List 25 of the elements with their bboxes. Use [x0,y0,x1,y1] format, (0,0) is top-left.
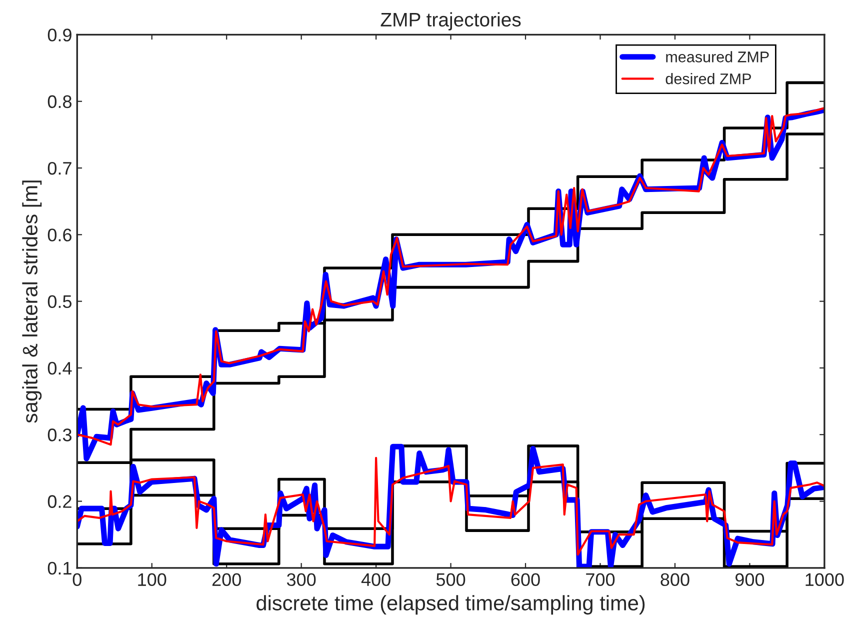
chart-title: ZMP trajectories [380,12,521,30]
x-tick-label: 1000 [806,573,844,586]
x-tick-label: 600 [511,573,540,586]
x-tick-label: 400 [361,573,390,586]
y-tick-label: 0.1 [48,562,72,575]
x-tick-label: 900 [735,573,764,586]
x-tick-label: 300 [286,573,316,586]
legend-label: measured ZMP [666,51,769,62]
y-tick-label: 0.6 [48,228,72,242]
y-tick-label: 0.2 [48,495,72,508]
x-axis-title: discrete time (elapsed time/sampling time) [256,595,645,615]
x-tick-label: 800 [660,573,690,586]
y-tick-label: 0.3 [48,428,72,442]
y-tick-label: 0.5 [48,295,72,308]
y-tick-label: 0.8 [48,95,72,108]
x-tick-label: 0 [72,573,82,586]
x-tick-label: 500 [436,573,466,586]
y-tick-label: 0.7 [48,162,72,175]
y-axis-title: sagital & lateral strides [m] [22,180,42,423]
legend-label: desired ZMP [666,73,751,84]
x-tick-label: 100 [138,573,166,586]
y-tick-label: 0.9 [48,28,72,42]
x-tick-label: 700 [586,573,615,586]
x-tick-label: 200 [212,573,241,586]
y-tick-label: 0.4 [48,362,72,375]
